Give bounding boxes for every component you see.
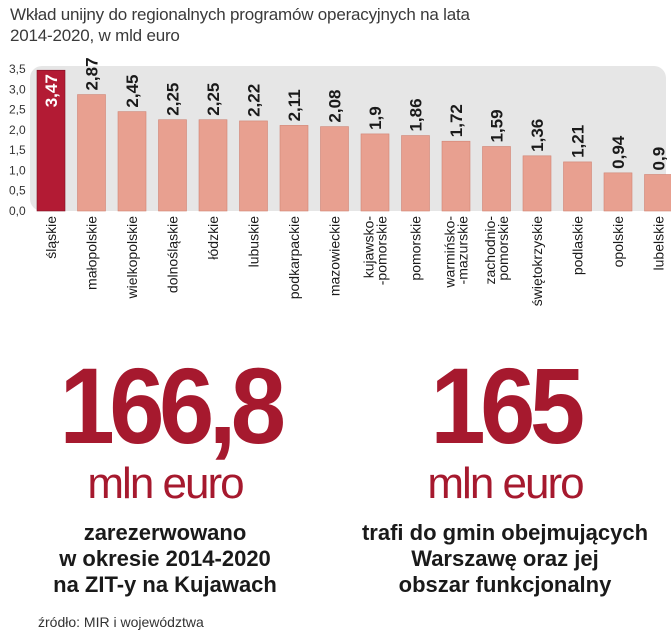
category-label: pomorskie — [495, 216, 511, 281]
y-tick-label: 3,0 — [9, 82, 26, 96]
bar-value-label: 1,36 — [528, 119, 547, 152]
bar — [279, 125, 309, 212]
bar — [77, 94, 106, 212]
category-label: lubelskie — [651, 216, 667, 271]
stat-description-line: na ZIT-y na Kujawach — [53, 572, 277, 597]
bar — [401, 135, 430, 212]
bar-value-label: 2,25 — [204, 83, 223, 116]
bar — [360, 133, 390, 212]
chart-title-line-1: Wkład unijny do regionalnych programów o… — [10, 5, 470, 24]
bar — [117, 111, 147, 212]
stat-unit-kujawy: mln euro — [87, 459, 244, 508]
y-tick-label: 0,5 — [9, 184, 26, 198]
bar — [644, 174, 671, 212]
category-label: opolskie — [610, 216, 626, 268]
category-label: śląskie — [43, 216, 59, 259]
stat-description-line: Warszawę oraz jej — [411, 546, 599, 571]
bar-value-label: 2,11 — [285, 89, 304, 121]
y-tick-label: 2,5 — [9, 103, 26, 117]
bar — [239, 120, 268, 212]
category-label: pomorskie — [408, 216, 424, 281]
bar-value-label: 2,08 — [326, 90, 345, 123]
bar-chart: 0,0 0,5 1,0 1,5 2,0 2,5 3,0 3,5 3,47 śląskie 2,87 m… — [9, 57, 671, 306]
stat-description-line: zarezerwowano — [83, 520, 247, 545]
bar — [441, 140, 471, 212]
category-label: podlaskie — [570, 216, 586, 275]
category-label: dolnośląskie — [165, 216, 181, 293]
bar — [320, 126, 349, 212]
bar-value-label: 1,59 — [488, 109, 507, 142]
bar-value-label: 0,94 — [609, 135, 628, 169]
category-label: łódzkie — [205, 216, 221, 260]
bar-value-label: 3,47 — [42, 74, 61, 107]
bar-value-label: 1,9 — [366, 106, 385, 130]
category-label: mazowieckie — [327, 216, 343, 296]
category-label: lubuskie — [246, 216, 262, 268]
category-label: -pomorskie — [374, 216, 390, 285]
bar — [36, 69, 66, 212]
stat-description-kujawy: zarezerwowano w okresie 2014-2020 na ZIT… — [20, 520, 310, 598]
category-label: kujawsko- — [361, 216, 377, 279]
chart-title-line-2: 2014-2020, w mld euro — [10, 26, 180, 45]
stat-unit-warszawa: mln euro — [427, 459, 584, 508]
bar-value-label: 1,21 — [569, 125, 588, 158]
source-note: źródło: MIR i województwa — [38, 614, 204, 630]
stat-description-line: obszar funkcjonalny — [398, 572, 612, 597]
bar-value-label: 2,45 — [123, 75, 142, 108]
stat-description-line: trafi do gmin obejmujących — [361, 520, 649, 545]
bar-value-label: 2,25 — [164, 83, 183, 116]
category-label: podkarpackie — [286, 216, 302, 299]
bar — [522, 155, 552, 212]
bar — [482, 146, 511, 212]
y-tick-label: 2,0 — [9, 123, 26, 137]
bar-value-label: 2,87 — [83, 57, 102, 90]
category-label: wielkopolskie — [124, 216, 140, 300]
stat-number-warszawa: 165 — [430, 345, 585, 466]
category-label: -mazurskie — [455, 216, 471, 285]
stat-description-line: w okresie 2014-2020 — [59, 546, 271, 571]
bar — [563, 161, 592, 212]
stat-description-warszawa: trafi do gmin obejmujących Warszawę oraz… — [355, 520, 655, 598]
stat-number-kujawy: 166,8 — [59, 345, 286, 466]
bar-value-label: 1,72 — [447, 104, 466, 137]
category-label: świętokrzyskie — [529, 216, 545, 306]
y-tick-label: 0,0 — [9, 204, 26, 218]
y-tick-label: 3,5 — [9, 62, 26, 76]
y-tick-label: 1,5 — [9, 143, 26, 157]
bar — [603, 172, 633, 212]
bar-value-label: 2,22 — [245, 84, 264, 117]
category-label: zachodnio- — [482, 216, 498, 285]
y-tick-label: 1,0 — [9, 163, 26, 177]
bar — [198, 119, 228, 212]
bar — [158, 119, 187, 212]
chart-title: Wkład unijny do regionalnych programów o… — [10, 4, 470, 46]
bar-value-label: 0,9 — [650, 147, 669, 171]
category-label: warmińsko- — [442, 216, 458, 289]
bar-value-label: 1,86 — [407, 98, 426, 131]
category-label: małopolskie — [84, 216, 100, 290]
